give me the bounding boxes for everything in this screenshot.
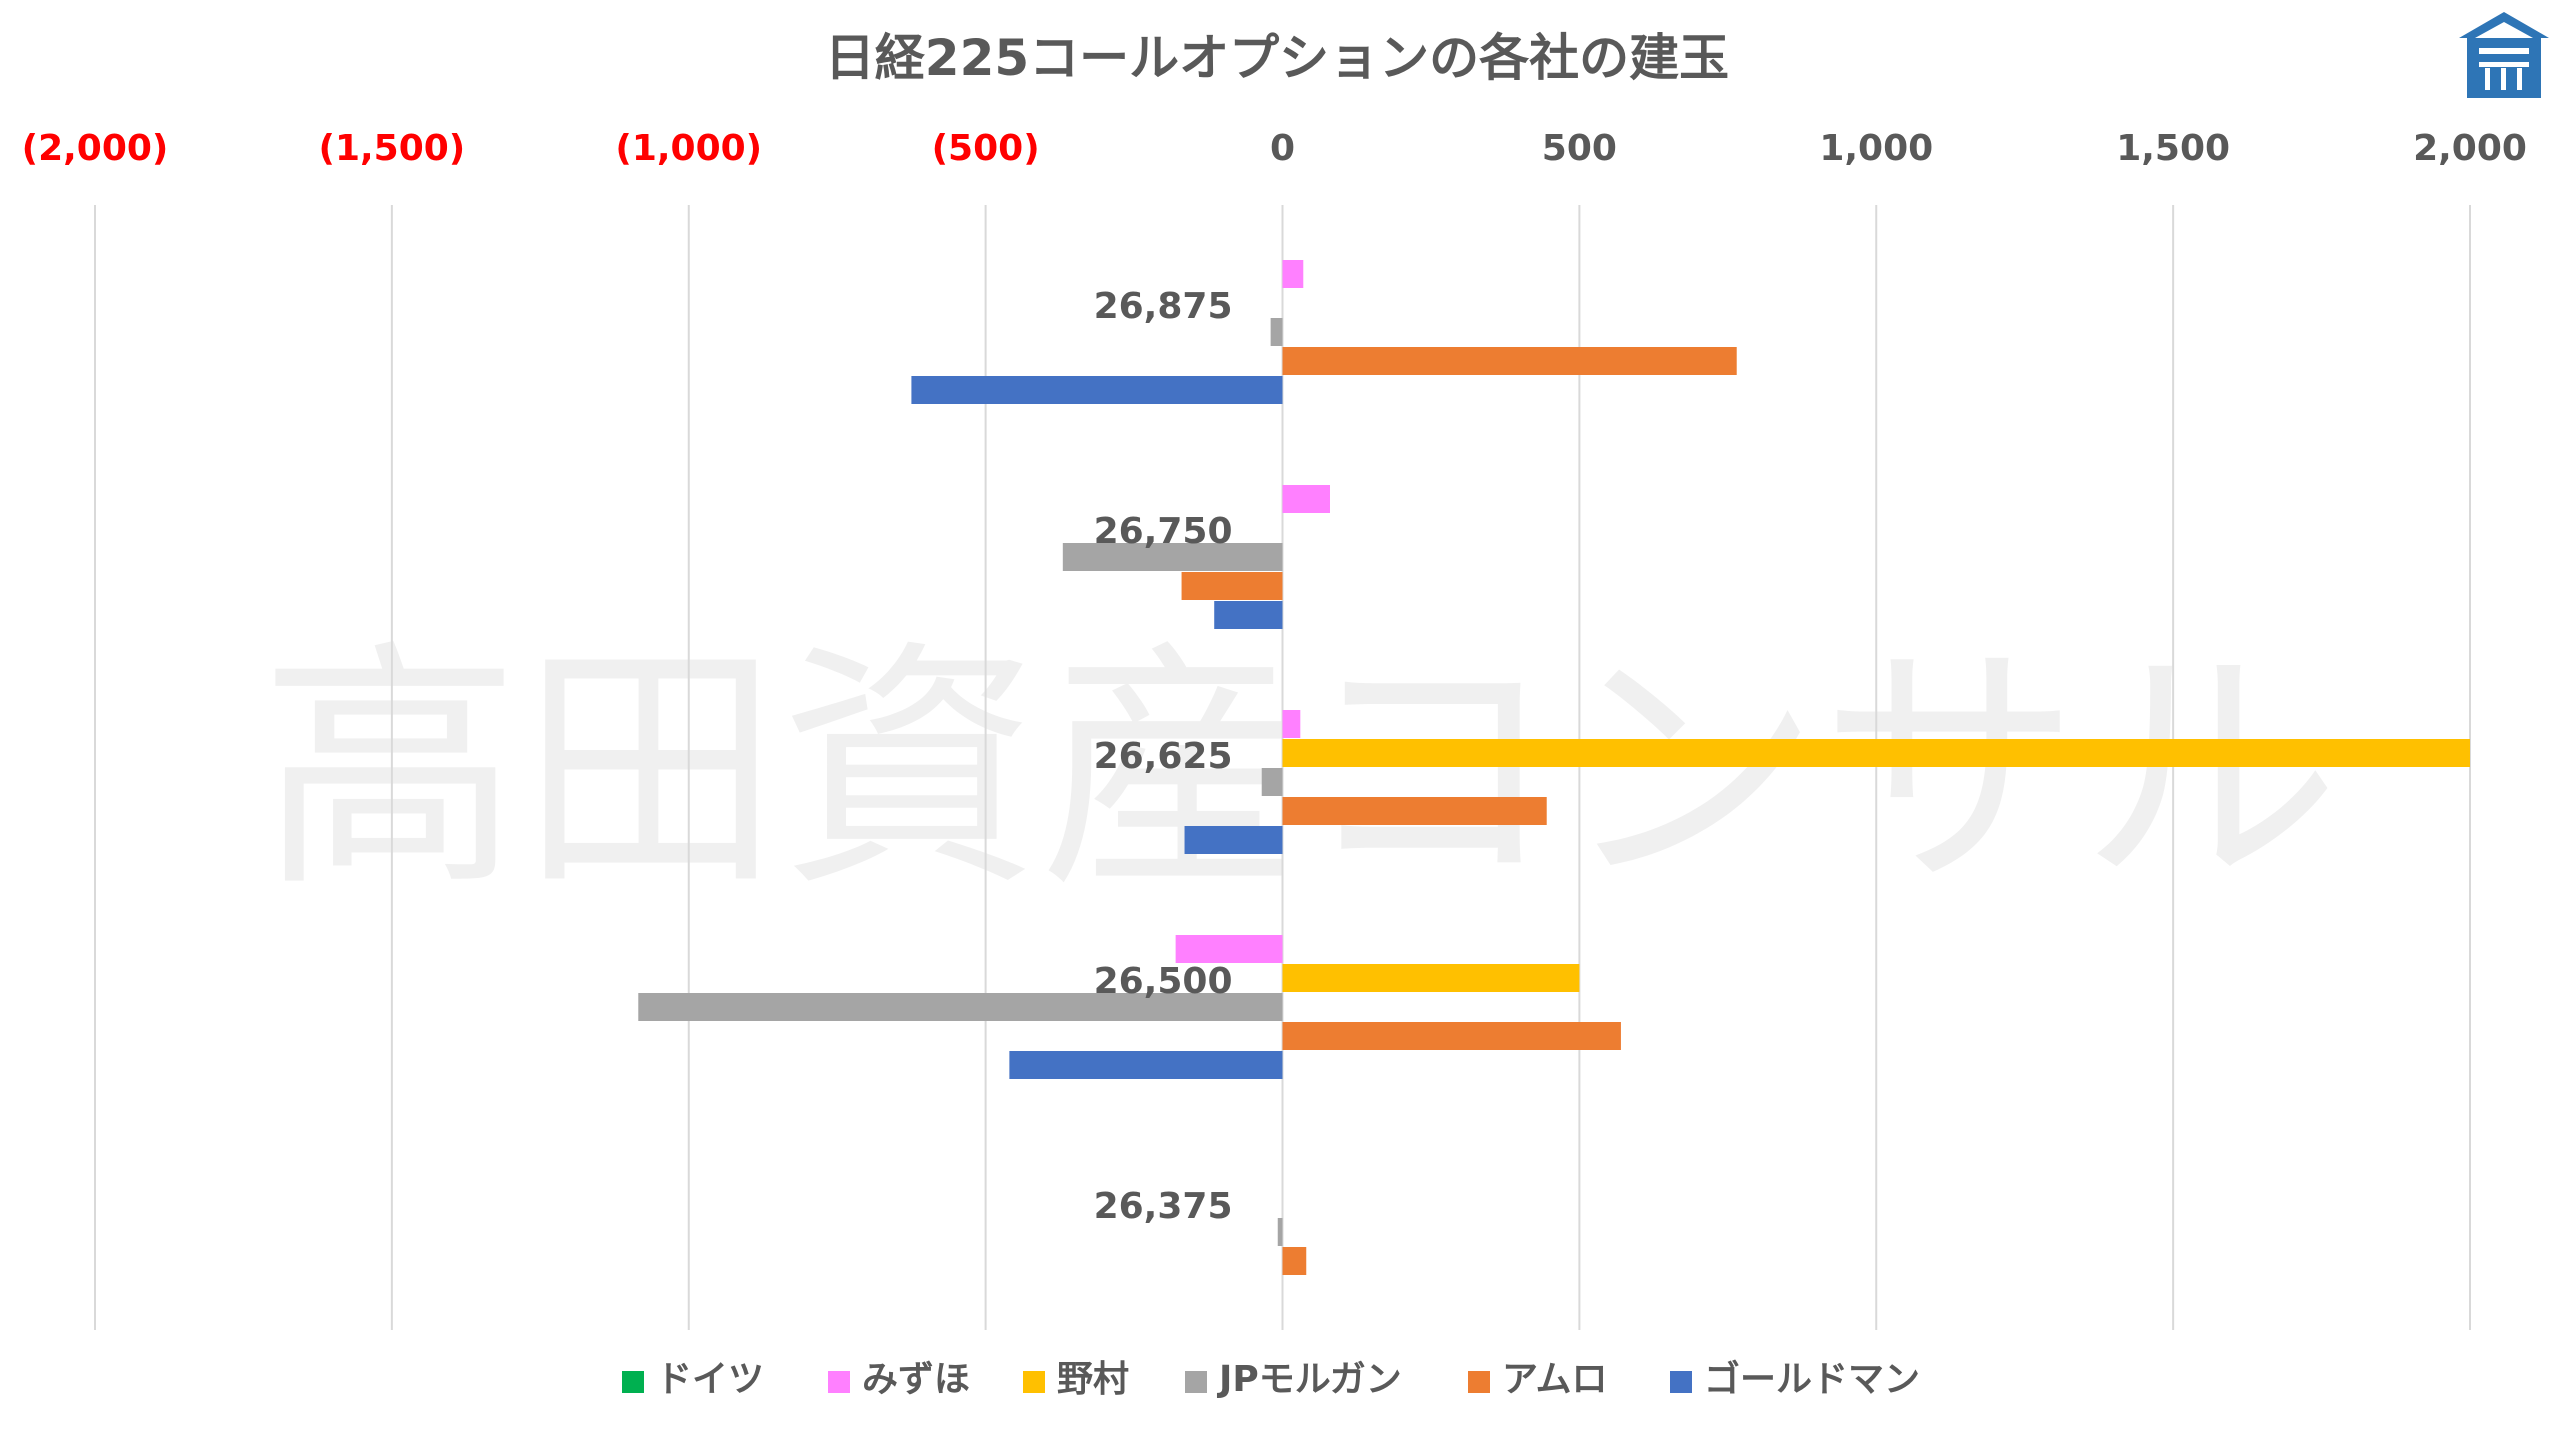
bar	[1062, 543, 1283, 571]
bar	[1261, 768, 1283, 796]
legend-swatch	[1670, 1371, 1692, 1393]
category-labels: 26,875 26,750 26,625 26,500 26,375	[1094, 286, 1233, 1227]
legend-label: JPモルガン	[1216, 1359, 1402, 1400]
bar	[1282, 260, 1304, 288]
x-tick-label: (1,500)	[318, 128, 465, 169]
bar	[1184, 826, 1283, 854]
bar	[638, 993, 1283, 1021]
bar	[1282, 710, 1301, 738]
bar	[1270, 318, 1283, 346]
bar	[1282, 1022, 1621, 1050]
category-label: 26,625	[1094, 736, 1233, 777]
legend-label: アムロ	[1502, 1359, 1607, 1400]
x-axis: (2,000) (1,500) (1,000) (500) 0 500 1,000 1,500…	[22, 128, 2527, 169]
x-tick-label: 500	[1542, 128, 1617, 169]
x-tick-label: (500)	[932, 128, 1040, 169]
legend: ドイツ みずほ 野村 JPモルガン アムロ ゴールドマン	[622, 1358, 1920, 1400]
x-tick-label: 1,000	[1819, 128, 1933, 169]
x-tick-label: 0	[1270, 128, 1295, 169]
legend-swatch	[1185, 1371, 1207, 1393]
x-tick-label: 2,000	[2413, 128, 2527, 169]
watermark: 高田資産コンサル	[260, 620, 2340, 922]
bar	[1282, 964, 1580, 992]
legend-swatch	[1023, 1371, 1045, 1393]
category-label: 26,375	[1094, 1186, 1233, 1227]
x-tick-label: 1,500	[2116, 128, 2230, 169]
bar	[1282, 739, 2470, 767]
bar	[1282, 1247, 1307, 1275]
legend-swatch	[1468, 1371, 1490, 1393]
legend-label: ドイツ	[656, 1359, 764, 1400]
category-label: 26,500	[1094, 961, 1233, 1002]
legend-label: 野村	[1057, 1359, 1129, 1400]
legend-label: みずほ	[862, 1359, 970, 1400]
bar	[1282, 797, 1547, 825]
bar	[1282, 347, 1737, 375]
legend-swatch	[828, 1371, 850, 1393]
bar	[1009, 1051, 1283, 1079]
bar	[1214, 601, 1283, 629]
category-label: 26,750	[1094, 511, 1233, 552]
x-tick-label: (2,000)	[22, 128, 169, 169]
watermark-layer: 高田資産コンサル	[260, 620, 2340, 922]
bar	[1181, 572, 1283, 600]
chart-title: 日経225コールオプションの各社の建玉	[825, 29, 1729, 87]
bars	[638, 260, 2470, 1275]
legend-label: ゴールドマン	[1704, 1358, 1920, 1400]
category-label: 26,875	[1094, 286, 1233, 327]
takata-logo-icon	[2459, 12, 2549, 98]
bar	[1277, 1218, 1283, 1246]
legend-swatch	[622, 1371, 644, 1393]
bar	[1175, 935, 1283, 963]
bar	[1282, 485, 1330, 513]
bar	[911, 376, 1283, 404]
x-tick-label: (1,000)	[615, 128, 762, 169]
